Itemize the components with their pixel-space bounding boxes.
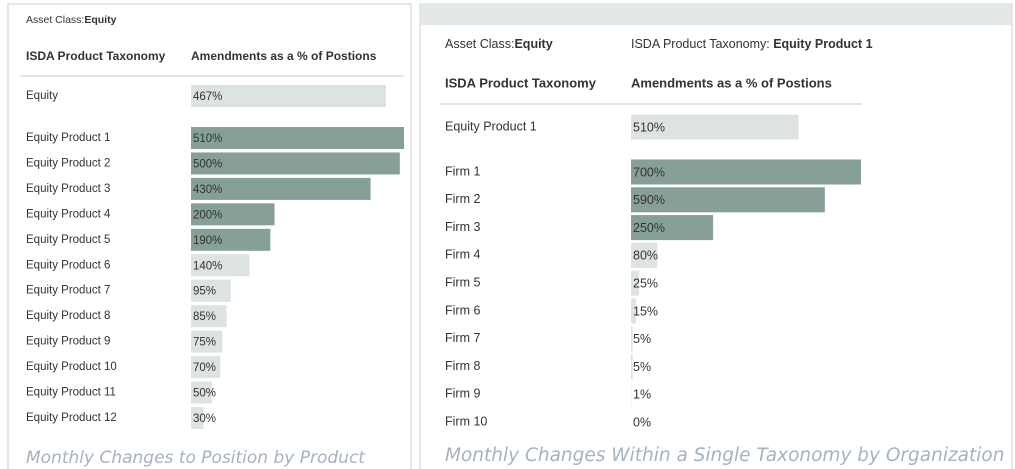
value-label: 700%	[633, 165, 665, 179]
text-part: Equity	[84, 14, 116, 26]
total-bar	[631, 114, 799, 140]
bar	[631, 326, 633, 352]
category-label: Firm 4	[445, 248, 480, 262]
bar	[631, 215, 714, 241]
value-label: 95%	[193, 286, 216, 298]
category-label: Firm 5	[445, 275, 480, 289]
category-label: Equity Product 5	[26, 234, 110, 246]
bar	[191, 228, 271, 251]
bar	[631, 298, 636, 324]
column-header: Amendments as a % of Postions	[631, 75, 832, 90]
category-label: Equity Product 10	[26, 361, 117, 373]
category-label: Equity Product 6	[26, 259, 110, 271]
category-label: Equity Product 9	[26, 336, 110, 348]
value-label: 190%	[193, 235, 222, 247]
value-label: 75%	[193, 337, 216, 349]
category-label: Firm 8	[445, 359, 480, 373]
text-part: ISDA Product Taxonomy:	[631, 37, 773, 51]
bar	[191, 356, 221, 379]
bar	[631, 159, 861, 185]
value-label: 30%	[193, 413, 216, 425]
column-header: ISDA Product Taxonomy	[26, 49, 166, 63]
bar	[191, 330, 223, 353]
total-bar	[191, 85, 387, 107]
asset-class: Asset Class:Equity	[26, 14, 117, 26]
category-label: Equity Product 1	[26, 132, 110, 144]
right-panel	[419, 3, 1013, 469]
value-label: 5%	[633, 332, 651, 346]
value-label: 1%	[633, 388, 651, 402]
value-label: 50%	[193, 388, 216, 400]
caption: Monthly Changes to Position by Product	[26, 448, 366, 468]
category-label: Firm 3	[445, 220, 480, 234]
value-label: 467%	[193, 91, 222, 103]
category-label: Equity Product 4	[26, 208, 111, 220]
value-label: 80%	[633, 249, 658, 263]
bar	[631, 187, 825, 213]
value-label: 25%	[633, 276, 658, 290]
bar	[191, 305, 227, 328]
category-label: Equity Product 12	[26, 412, 117, 424]
category-label: Firm 6	[445, 303, 480, 317]
category-label: Equity Product 3	[26, 183, 110, 195]
value-label: 15%	[633, 304, 658, 318]
value-label: 5%	[633, 360, 651, 374]
value-label: 70%	[193, 362, 216, 374]
asset-class: Asset Class:Equity	[445, 37, 553, 51]
bar	[191, 127, 404, 149]
value-label: 200%	[193, 209, 222, 221]
left-panel	[7, 3, 412, 469]
value-label: 500%	[193, 158, 222, 170]
value-label: 250%	[633, 221, 665, 235]
text-part: Equity Product 1	[773, 37, 872, 51]
bar	[191, 254, 250, 277]
category-label: Firm 9	[445, 387, 480, 401]
caption: Monthly Changes Within a Single Taxonomy…	[445, 445, 1004, 466]
column-header: Amendments as a % of Postions	[191, 49, 377, 63]
value-label: 0%	[633, 415, 651, 429]
category-label: Firm 1	[445, 164, 480, 178]
value-label: 510%	[193, 133, 222, 145]
total-category: Equity	[26, 90, 58, 102]
value-label: 140%	[193, 260, 222, 272]
bar	[631, 270, 640, 296]
category-label: Equity Product 7	[26, 285, 110, 297]
category-label: Firm 10	[445, 414, 487, 428]
bar	[191, 381, 212, 404]
category-label: Equity Product 11	[26, 387, 116, 399]
value-label: 510%	[633, 120, 665, 134]
bar	[191, 203, 275, 226]
text-part: Asset Class:	[445, 37, 514, 51]
bar	[631, 242, 658, 268]
bar	[191, 177, 371, 200]
text-part: Equity	[514, 37, 552, 51]
category-label: Firm 7	[445, 331, 480, 345]
taxonomy-filter: ISDA Product Taxonomy: Equity Product 1	[631, 37, 873, 51]
bar	[631, 354, 633, 380]
category-label: Equity Product 2	[26, 157, 110, 169]
panel-header-strip	[421, 5, 1011, 25]
value-label: 590%	[633, 193, 665, 207]
value-label: 85%	[193, 311, 216, 323]
category-label: Firm 2	[445, 192, 480, 206]
column-header: ISDA Product Taxonomy	[445, 75, 597, 90]
text-part: Asset Class:	[26, 14, 84, 26]
total-category: Equity Product 1	[445, 119, 537, 133]
category-label: Equity Product 8	[26, 310, 110, 322]
bar	[191, 406, 204, 429]
value-label: 430%	[193, 184, 222, 196]
bar	[191, 279, 231, 302]
bar	[191, 152, 400, 175]
